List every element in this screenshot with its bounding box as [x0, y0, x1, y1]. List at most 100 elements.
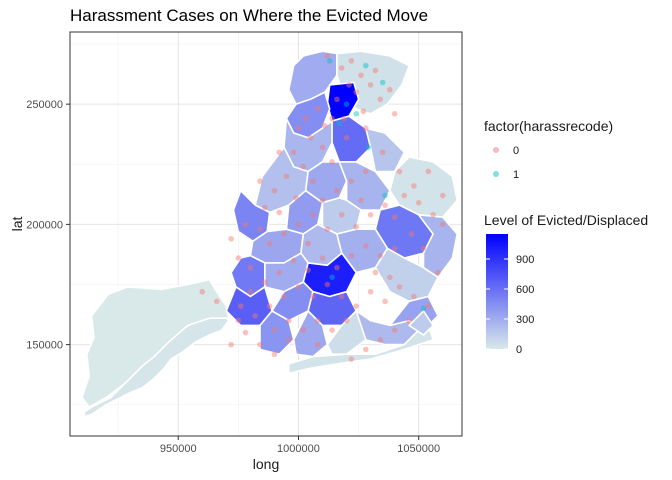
point-legend-title: factor(harassrecode): [484, 118, 614, 134]
legend-key-0: [493, 147, 499, 153]
data-point-0: [382, 298, 388, 305]
data-point-0: [295, 221, 302, 228]
data-point-0: [425, 303, 432, 309]
map-region: [287, 324, 434, 375]
data-point-0: [411, 293, 417, 300]
data-point-0: [348, 58, 355, 64]
data-point-0: [439, 221, 446, 228]
data-point-0: [353, 303, 359, 309]
data-point-0: [305, 267, 311, 273]
data-point-0: [439, 192, 446, 199]
colorbar: [486, 234, 508, 349]
data-point-0: [290, 149, 297, 156]
data-point-0: [276, 209, 283, 216]
data-point-0: [242, 329, 249, 336]
data-point-0: [343, 317, 350, 324]
data-point-0: [363, 168, 369, 175]
data-point-0: [257, 341, 263, 348]
data-point-0: [353, 89, 359, 95]
data-point-0: [382, 202, 388, 208]
y-tick-label: 200000: [26, 219, 63, 231]
data-point-0: [271, 351, 278, 358]
data-point-0: [348, 252, 355, 259]
data-point-0: [271, 327, 278, 333]
data-point-0: [348, 178, 355, 184]
data-point-0: [367, 288, 374, 295]
data-point-0: [338, 211, 345, 218]
data-point-0: [293, 195, 299, 201]
data-point-0: [266, 240, 273, 247]
data-point-0: [396, 168, 403, 175]
data-point-1: [343, 101, 350, 107]
data-point-0: [283, 173, 290, 180]
x-axis-label: long: [252, 456, 280, 472]
x-tick-label: 1000000: [277, 443, 320, 455]
data-point-0: [281, 231, 287, 237]
data-point-0: [324, 53, 331, 59]
data-point-0: [310, 178, 316, 184]
map-region: [389, 156, 459, 218]
data-point-1: [420, 305, 427, 312]
colorbar-label: 600: [516, 284, 534, 296]
fill-legend-title: Level of Evicted/Displaced: [484, 212, 649, 228]
data-point-0: [353, 223, 359, 230]
colorbar-label: 0: [516, 344, 522, 356]
data-point-0: [334, 96, 340, 103]
data-point-0: [261, 279, 268, 285]
data-point-0: [343, 135, 350, 141]
data-point-0: [319, 144, 326, 151]
data-point-0: [276, 149, 283, 156]
map-region: [331, 115, 372, 163]
data-point-0: [228, 341, 234, 348]
data-point-0: [341, 115, 347, 122]
colorbar-label: 300: [516, 314, 534, 326]
legend-label-0: 0: [513, 145, 519, 157]
data-point-0: [377, 337, 384, 343]
data-point-0: [372, 67, 379, 74]
data-point-0: [266, 303, 273, 309]
data-point-0: [391, 110, 398, 117]
map-region: [81, 278, 230, 408]
data-point-0: [396, 284, 403, 290]
data-point-0: [348, 356, 355, 362]
data-point-0: [338, 65, 345, 71]
data-point-0: [367, 211, 374, 218]
data-point-1: [326, 58, 333, 64]
chart-title: Harassment Cases on Where the Evicted Mo…: [70, 6, 429, 25]
data-point-0: [237, 303, 244, 309]
data-point-0: [235, 317, 242, 324]
legend-key-1: [493, 171, 499, 177]
data-point-0: [322, 122, 328, 129]
data-point-0: [358, 72, 364, 79]
colorbar-label: 900: [516, 254, 534, 266]
data-point-1: [365, 144, 372, 151]
data-point-0: [286, 317, 292, 324]
data-point-0: [271, 187, 278, 194]
data-point-0: [213, 298, 220, 305]
data-point-0: [290, 257, 297, 264]
data-point-0: [329, 115, 335, 122]
panel-border: [69, 31, 463, 437]
data-point-0: [363, 243, 369, 249]
data-point-1: [336, 120, 343, 127]
data-point-0: [363, 125, 369, 131]
data-point-0: [247, 288, 254, 295]
scatter-points: [199, 53, 446, 362]
data-point-0: [346, 82, 352, 88]
data-point-0: [367, 82, 374, 88]
data-point-0: [319, 197, 326, 204]
data-point-0: [411, 183, 417, 189]
data-point-1: [353, 110, 359, 117]
data-point-0: [302, 115, 309, 122]
data-point-0: [391, 327, 398, 333]
data-point-0: [379, 149, 386, 156]
data-point-1: [379, 79, 386, 86]
data-point-0: [314, 317, 321, 324]
data-point-0: [295, 125, 302, 131]
map-region: [408, 310, 434, 336]
data-point-0: [387, 274, 393, 281]
data-point-0: [401, 192, 408, 199]
data-point-0: [435, 269, 441, 276]
y-tick-label: 150000: [26, 340, 63, 352]
